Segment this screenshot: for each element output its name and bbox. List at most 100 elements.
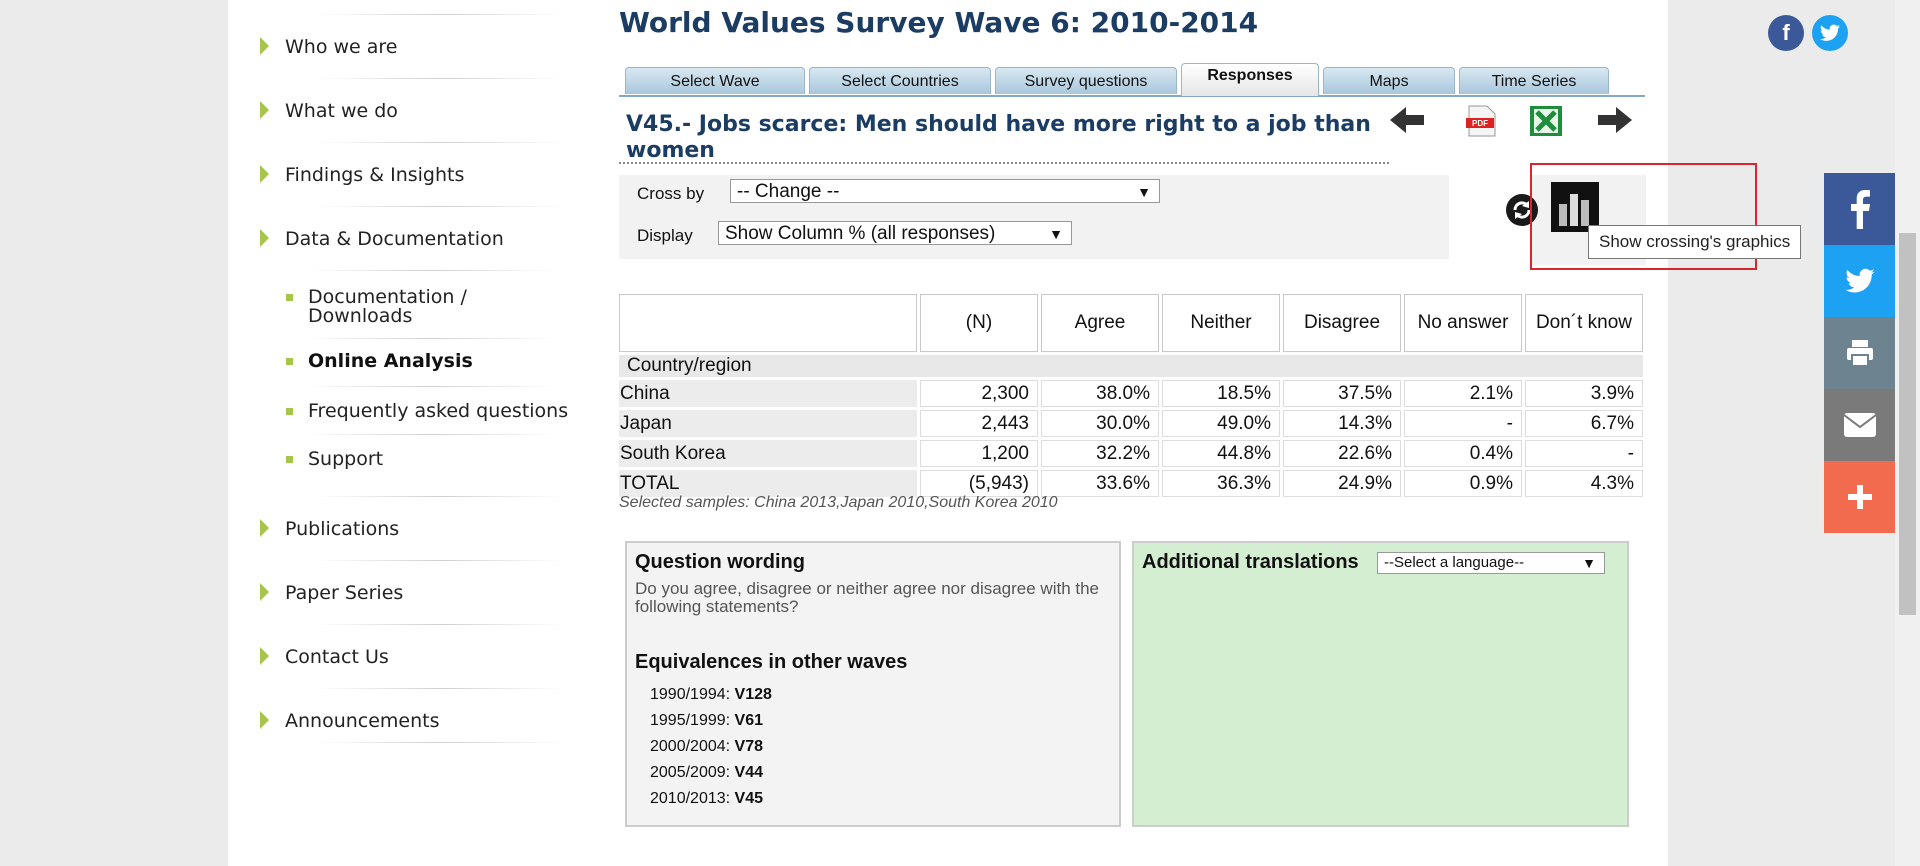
question-title: V45.- Jobs scarce: Men should have more … xyxy=(626,112,1371,163)
arrow-right-icon xyxy=(260,101,269,119)
bullet-icon xyxy=(286,456,293,463)
share-email-button[interactable] xyxy=(1824,389,1895,461)
arrow-left-icon[interactable] xyxy=(1388,104,1428,136)
separator xyxy=(316,496,566,497)
display-select[interactable]: Show Column % (all responses) ▼ xyxy=(718,221,1072,245)
print-icon xyxy=(1846,340,1873,367)
tab-time-series[interactable]: Time Series xyxy=(1459,67,1609,94)
separator xyxy=(316,206,566,207)
share-print-button[interactable] xyxy=(1824,317,1895,389)
table-cell: 2.1% xyxy=(1404,380,1522,407)
sidebar-subitem-support[interactable]: Support xyxy=(286,434,586,482)
sidebar-item-what-we-do[interactable]: What we do xyxy=(260,78,760,140)
separator xyxy=(306,386,556,387)
email-icon xyxy=(1842,413,1877,437)
table-header: Don´t know xyxy=(1525,294,1643,352)
table-header-row: (N) Agree Neither Disagree No answer Don… xyxy=(619,294,1643,352)
sidebar-subitem-online-analysis[interactable]: Online Analysis xyxy=(286,338,586,386)
caret-down-icon: ▼ xyxy=(1582,555,1596,571)
arrow-right-icon xyxy=(260,583,269,601)
equiv-period: 2000/2004: xyxy=(650,738,731,755)
sidebar-item-label: Publications xyxy=(285,518,400,540)
plus-icon xyxy=(1847,485,1872,509)
equiv-code: V44 xyxy=(734,764,763,781)
tab-select-countries[interactable]: Select Countries xyxy=(809,67,991,94)
table-cell: 2,300 xyxy=(920,380,1038,407)
tooltip: Show crossing's graphics xyxy=(1588,225,1802,259)
separator xyxy=(306,338,556,339)
table-cell: 18.5% xyxy=(1162,380,1280,407)
table-cell: 32.2% xyxy=(1041,440,1159,467)
share-facebook-button[interactable] xyxy=(1824,173,1895,245)
arrow-right-icon xyxy=(260,647,269,665)
arrow-right-icon xyxy=(260,711,269,729)
dotted-divider xyxy=(619,162,1389,164)
sidebar-item-label: Who we are xyxy=(285,36,398,58)
equiv-code: V45 xyxy=(734,790,763,807)
question-wording-panel: Question wording Do you agree, disagree … xyxy=(625,541,1121,827)
highlight-box xyxy=(1530,163,1757,270)
arrow-right-icon xyxy=(260,229,269,247)
sidebar-subitem-faq[interactable]: Frequently asked questions xyxy=(286,386,586,434)
tab-responses[interactable]: Responses xyxy=(1181,63,1319,96)
tab-select-wave[interactable]: Select Wave xyxy=(625,67,805,94)
sidebar-item-label: What we do xyxy=(285,100,398,122)
equiv-code: V128 xyxy=(734,686,772,703)
share-twitter-button[interactable] xyxy=(1824,245,1895,317)
sidebar-subitem-documentation[interactable]: Documentation / Downloads xyxy=(286,270,586,338)
pdf-label: PDF xyxy=(1472,119,1488,128)
table-cell: 49.0% xyxy=(1162,410,1280,437)
sidebar-item-label: Data & Documentation xyxy=(285,228,504,250)
facebook-icon xyxy=(1850,190,1870,229)
table-cell: 38.0% xyxy=(1041,380,1159,407)
row-name: Japan xyxy=(619,410,917,437)
sidebar-subitem-label: Support xyxy=(308,448,384,470)
separator xyxy=(306,270,556,271)
equivalence-item: 1995/1999: V61 xyxy=(650,712,763,730)
table-cell: 6.7% xyxy=(1525,410,1643,437)
table-cell: (5,943) xyxy=(920,470,1038,497)
table-cell: 4.3% xyxy=(1525,470,1643,497)
arrow-right-icon[interactable] xyxy=(1594,104,1634,136)
table-cell: 22.6% xyxy=(1283,440,1401,467)
display-value: Show Column % (all responses) xyxy=(725,223,996,244)
table-header: No answer xyxy=(1404,294,1522,352)
cross-by-value: -- Change -- xyxy=(737,181,840,202)
sidebar-item-paper-series[interactable]: Paper Series xyxy=(260,560,760,622)
tab-maps[interactable]: Maps xyxy=(1323,67,1455,94)
sidebar-item-label: Findings & Insights xyxy=(285,164,465,186)
separator xyxy=(316,560,566,561)
equivalences-heading: Equivalences in other waves xyxy=(635,651,908,673)
excel-icon[interactable] xyxy=(1528,104,1564,138)
table-cell: 2,443 xyxy=(920,410,1038,437)
scrollbar[interactable] xyxy=(1895,0,1920,866)
table-cell: 0.9% xyxy=(1404,470,1522,497)
crossing-graphics-button[interactable] xyxy=(1551,182,1599,232)
bar-chart-icon xyxy=(1559,194,1589,226)
responses-table: (N) Agree Neither Disagree No answer Don… xyxy=(616,291,1646,500)
separator xyxy=(316,624,566,625)
table-cell: 37.5% xyxy=(1283,380,1401,407)
sidebar-item-announcements[interactable]: Announcements xyxy=(260,688,760,750)
table-cell: - xyxy=(1404,410,1522,437)
translations-heading: Additional translations xyxy=(1142,551,1359,573)
separator xyxy=(316,78,566,79)
table-row: South Korea 1,200 32.2% 44.8% 22.6% 0.4%… xyxy=(619,440,1643,467)
facebook-icon[interactable]: f xyxy=(1768,15,1804,51)
table-cell: 44.8% xyxy=(1162,440,1280,467)
table-row: China 2,300 38.0% 18.5% 37.5% 2.1% 3.9% xyxy=(619,380,1643,407)
sidebar-item-label: Contact Us xyxy=(285,646,389,668)
sidebar-item-publications[interactable]: Publications xyxy=(260,496,760,558)
twitter-icon[interactable] xyxy=(1812,15,1848,51)
sidebar-item-who-we-are[interactable]: Who we are xyxy=(260,14,760,76)
scrollbar-thumb[interactable] xyxy=(1899,233,1916,615)
sidebar-item-findings[interactable]: Findings & Insights xyxy=(260,142,760,204)
sidebar-item-contact-us[interactable]: Contact Us xyxy=(260,624,760,686)
sidebar-item-data-documentation[interactable]: Data & Documentation xyxy=(260,206,760,268)
language-select[interactable]: --Select a language-- ▼ xyxy=(1377,552,1605,574)
share-more-button[interactable] xyxy=(1824,461,1895,533)
cross-by-select[interactable]: -- Change -- ▼ xyxy=(730,179,1160,203)
pdf-icon[interactable]: PDF xyxy=(1465,104,1497,138)
caret-down-icon: ▼ xyxy=(1049,226,1063,242)
tab-survey-questions[interactable]: Survey questions xyxy=(995,67,1177,94)
